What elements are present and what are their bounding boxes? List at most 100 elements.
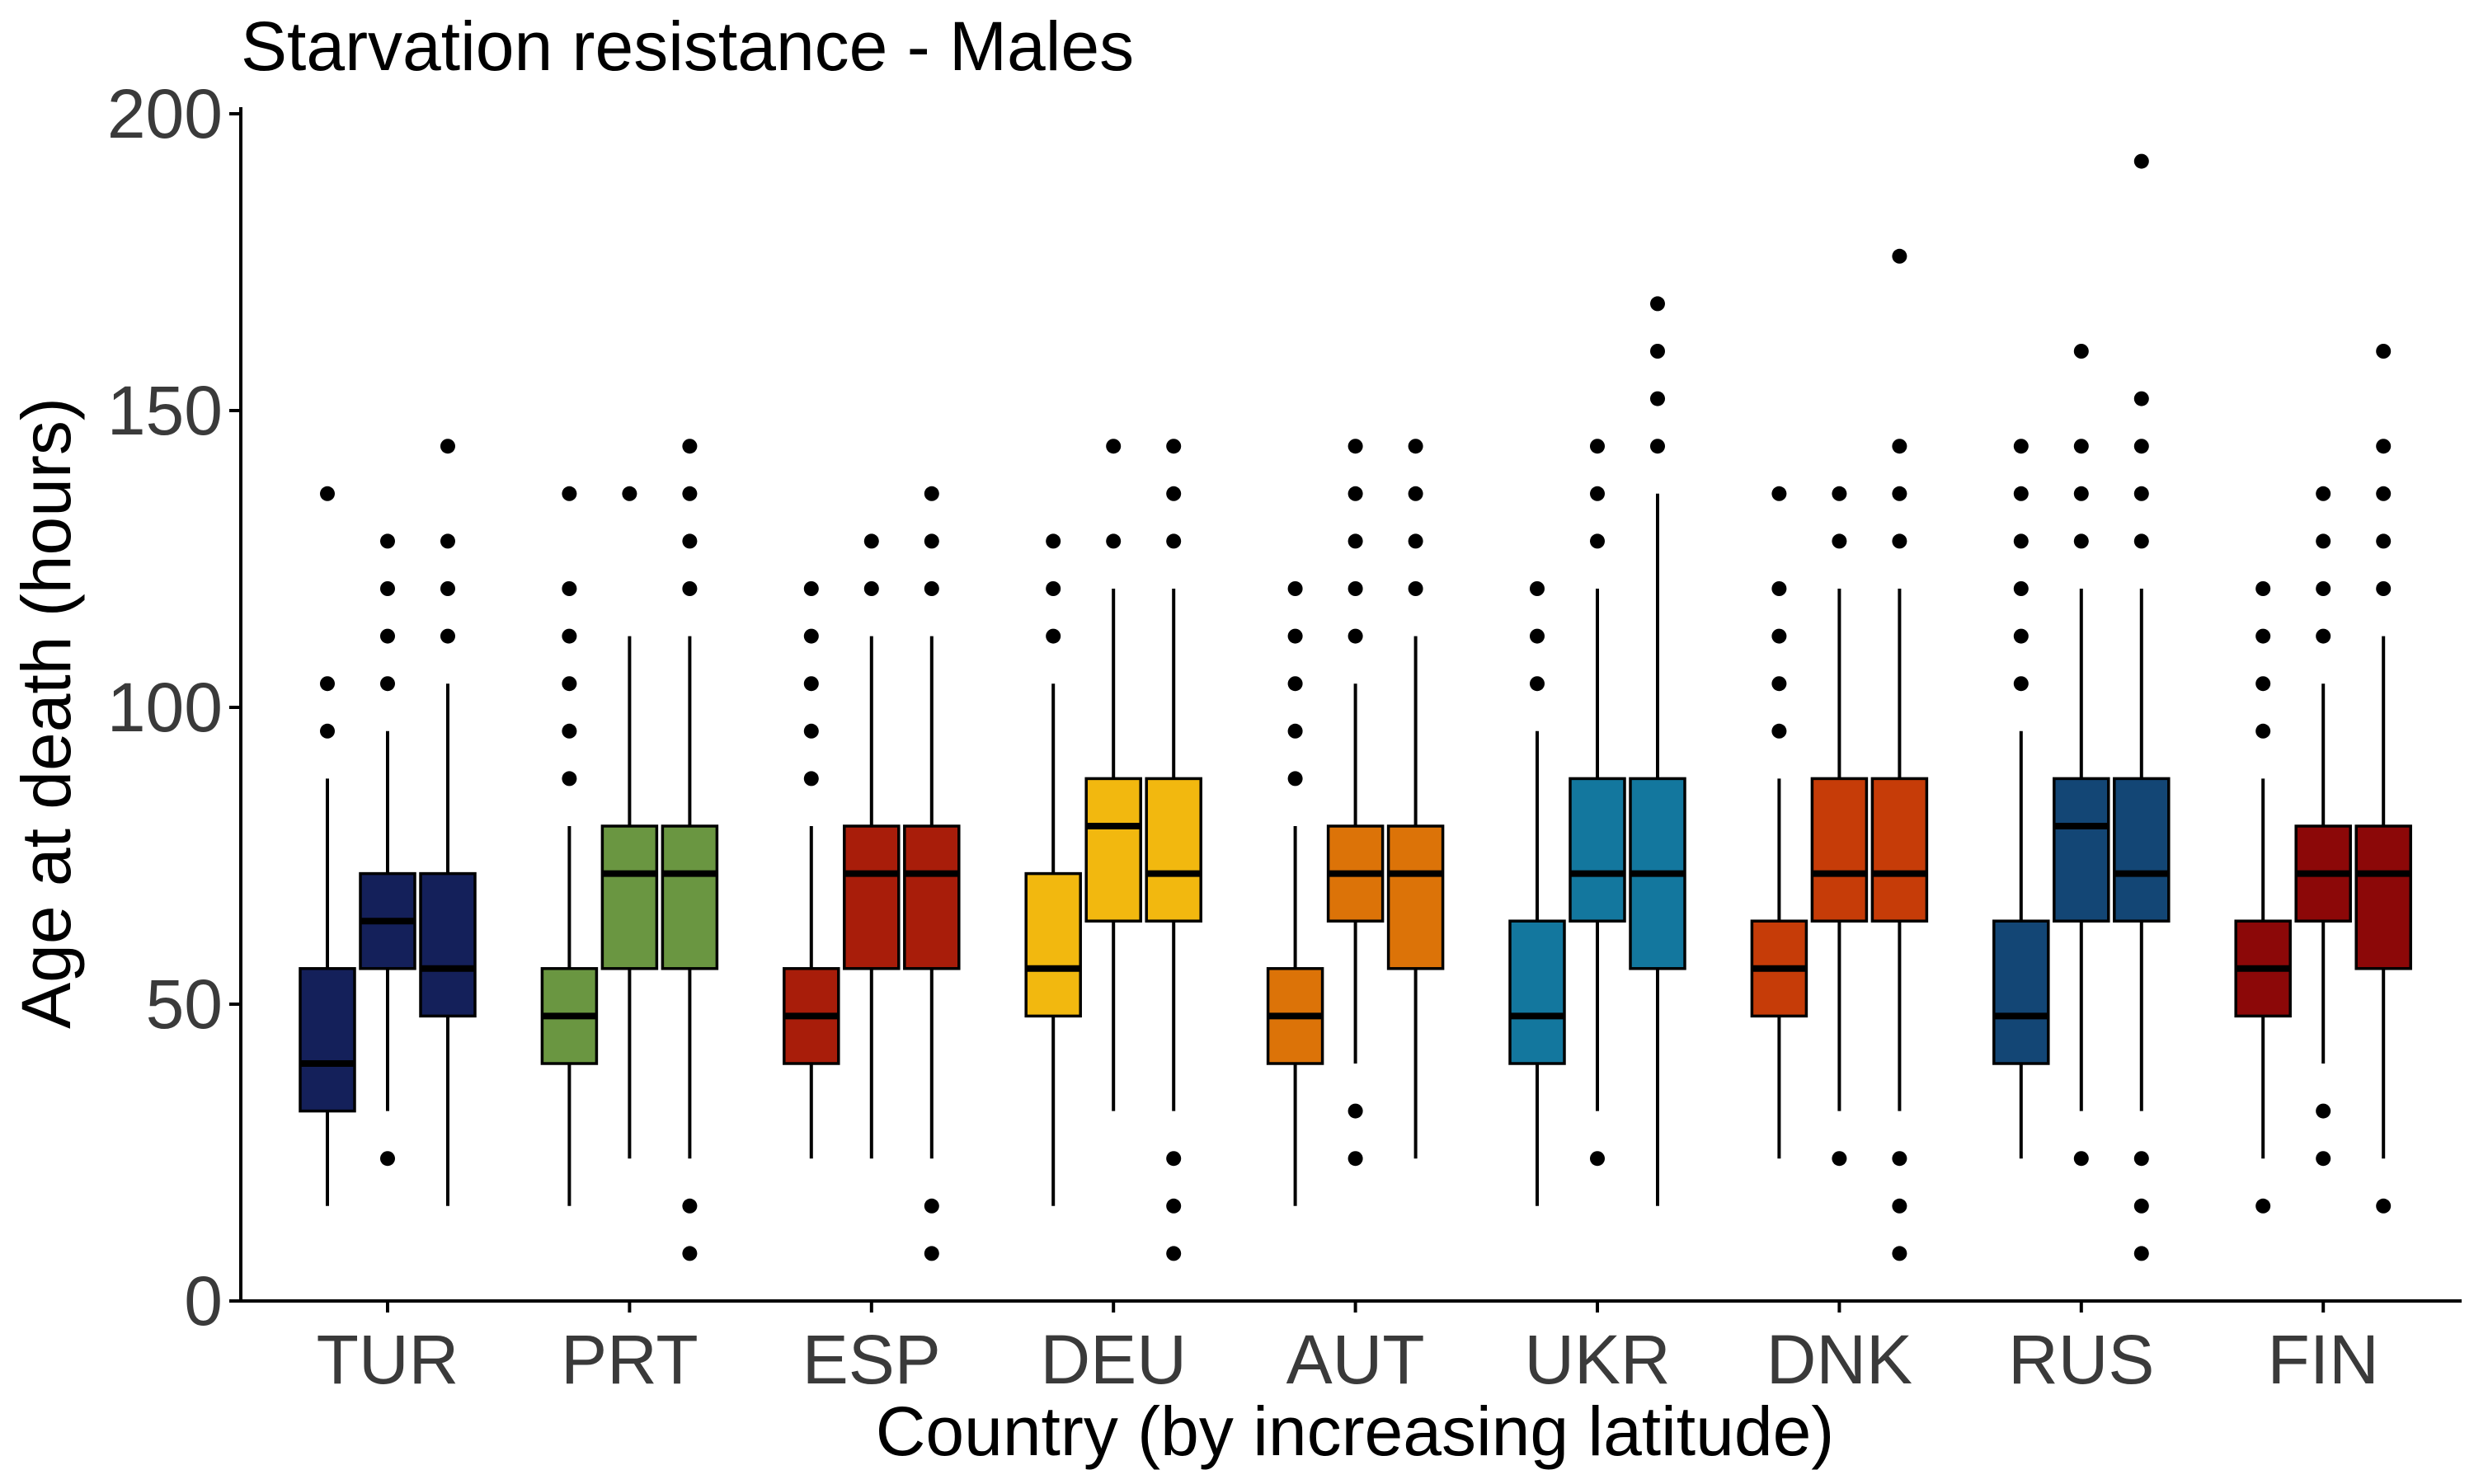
outlier-point bbox=[2013, 676, 2029, 692]
outlier-point bbox=[1590, 1151, 1605, 1167]
x-tick-label: DEU bbox=[1041, 1321, 1187, 1398]
outlier-point bbox=[1892, 533, 1907, 549]
outlier-point bbox=[1892, 1151, 1907, 1167]
outlier-point bbox=[1590, 439, 1605, 454]
box-group-deu bbox=[1024, 439, 1202, 1261]
outlier-point bbox=[682, 439, 698, 454]
outlier-point bbox=[2376, 439, 2392, 454]
outlier-point bbox=[2316, 628, 2331, 644]
outlier-point bbox=[803, 581, 819, 596]
outlier-point bbox=[924, 581, 939, 596]
outlier-point bbox=[1590, 486, 1605, 501]
outlier-point bbox=[682, 486, 698, 501]
box bbox=[1024, 871, 1082, 1018]
outlier-point bbox=[2316, 1103, 2331, 1119]
outlier-point bbox=[1046, 581, 1061, 596]
box bbox=[1992, 919, 2050, 1065]
outlier-point bbox=[2133, 153, 2149, 169]
outlier-point bbox=[2316, 486, 2331, 501]
outlier-point bbox=[1650, 439, 1665, 454]
outlier-point bbox=[1348, 581, 1363, 596]
outlier-point bbox=[380, 533, 395, 549]
outlier-point bbox=[1530, 581, 1545, 596]
outlier-point bbox=[2133, 439, 2149, 454]
box bbox=[419, 871, 477, 1018]
outlier-point bbox=[2255, 581, 2271, 596]
outlier-point bbox=[2376, 486, 2392, 501]
box bbox=[661, 824, 719, 970]
box bbox=[1569, 777, 1626, 923]
x-axis: TUR PRT ESP DEU AUT UKR DNK RUS FIN bbox=[241, 1299, 2462, 1398]
outlier-point bbox=[2073, 533, 2089, 549]
outlier-point bbox=[380, 628, 395, 644]
y-tick-label: 100 bbox=[107, 669, 223, 746]
outlier-point bbox=[682, 533, 698, 549]
outlier-point bbox=[2133, 533, 2149, 549]
outlier-point bbox=[1106, 533, 1122, 549]
outlier-point bbox=[440, 439, 455, 454]
outlier-point bbox=[1771, 486, 1787, 501]
outlier-point bbox=[562, 628, 577, 644]
outlier-point bbox=[1408, 581, 1423, 596]
y-tick-label: 150 bbox=[107, 372, 223, 449]
outlier-point bbox=[1408, 439, 1423, 454]
outlier-point bbox=[2073, 486, 2089, 501]
outlier-point bbox=[320, 486, 335, 501]
outlier-point bbox=[1408, 533, 1423, 549]
outlier-point bbox=[1287, 628, 1303, 644]
outlier-point bbox=[562, 723, 577, 739]
outlier-point bbox=[1892, 439, 1907, 454]
outlier-point bbox=[2316, 1151, 2331, 1167]
outlier-point bbox=[1771, 676, 1787, 692]
outlier-point bbox=[1408, 486, 1423, 501]
outlier-point bbox=[1650, 296, 1665, 312]
box-group-prt bbox=[540, 439, 719, 1261]
y-tick-label: 50 bbox=[146, 965, 223, 1043]
outlier-point bbox=[2013, 439, 2029, 454]
outlier-point bbox=[1348, 1103, 1363, 1119]
box-group-ukr bbox=[1508, 296, 1686, 1206]
outlier-point bbox=[863, 581, 879, 596]
outlier-point bbox=[924, 486, 939, 501]
box bbox=[843, 824, 901, 970]
box-group-tur bbox=[299, 439, 477, 1206]
outlier-point bbox=[1771, 628, 1787, 644]
outlier-point bbox=[1530, 628, 1545, 644]
outlier-point bbox=[562, 771, 577, 787]
x-tick-label: DNK bbox=[1766, 1321, 1912, 1398]
outlier-point bbox=[1892, 248, 1907, 264]
outlier-point bbox=[1348, 1151, 1363, 1167]
outlier-point bbox=[1530, 676, 1545, 692]
outlier-point bbox=[440, 581, 455, 596]
outlier-point bbox=[1348, 533, 1363, 549]
outlier-point bbox=[440, 628, 455, 644]
outlier-point bbox=[863, 533, 879, 549]
box bbox=[1386, 824, 1445, 970]
outlier-point bbox=[924, 1246, 939, 1261]
outlier-point bbox=[2073, 344, 2089, 359]
x-tick-label: RUS bbox=[2008, 1321, 2154, 1398]
outlier-point bbox=[2013, 581, 2029, 596]
outlier-point bbox=[1590, 533, 1605, 549]
box-group-dnk bbox=[1750, 248, 1929, 1261]
outlier-point bbox=[2013, 628, 2029, 644]
outlier-point bbox=[2255, 723, 2271, 739]
box-group-esp bbox=[783, 486, 961, 1261]
box-group-fin bbox=[2234, 344, 2412, 1214]
box-group-rus bbox=[1992, 153, 2171, 1261]
outlier-point bbox=[320, 676, 335, 692]
outlier-point bbox=[1832, 533, 1847, 549]
outlier-point bbox=[2133, 391, 2149, 406]
outlier-point bbox=[1166, 1246, 1182, 1261]
outlier-point bbox=[2255, 628, 2271, 644]
outlier-point bbox=[2376, 1198, 2392, 1214]
outlier-point bbox=[803, 676, 819, 692]
outlier-point bbox=[682, 1198, 698, 1214]
box bbox=[2053, 777, 2110, 923]
outlier-point bbox=[2073, 1151, 2089, 1167]
outlier-point bbox=[682, 1246, 698, 1261]
x-tick-label: ESP bbox=[802, 1321, 941, 1398]
chart-title: Starvation resistance - Males bbox=[241, 7, 1134, 85]
outlier-point bbox=[2133, 1198, 2149, 1214]
x-axis-title: Country (by increasing latitude) bbox=[876, 1392, 1835, 1470]
